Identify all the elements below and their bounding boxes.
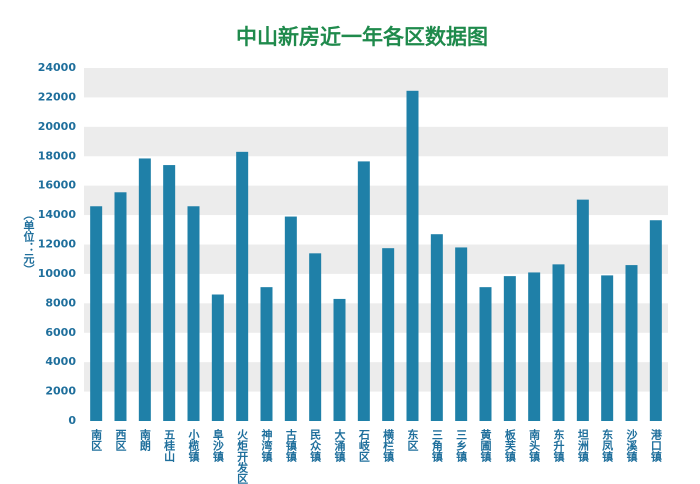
x-tick-label: 板芙镇: [503, 428, 517, 463]
bar: [211, 294, 224, 421]
y-tick-label: 22000: [38, 90, 77, 103]
bar: [503, 276, 516, 421]
bar: [430, 234, 443, 421]
y-tick-label: 20000: [38, 120, 77, 133]
y-tick-label: 12000: [38, 238, 77, 251]
bar: [309, 253, 322, 421]
y-axis-label: （单位：元）: [22, 209, 36, 275]
bar: [260, 287, 273, 421]
x-tick-label: 大涌镇: [333, 428, 346, 463]
x-tick-label: 石岐区: [357, 429, 371, 463]
y-tick-label: 0: [68, 414, 76, 427]
grid-band: [84, 362, 668, 392]
bar: [90, 206, 103, 421]
x-tick-label: 沙溪镇: [625, 429, 638, 463]
y-tick-label: 2000: [45, 385, 76, 398]
y-tick-label: 10000: [38, 267, 77, 280]
bar: [187, 206, 200, 421]
x-tick-label: 东区: [406, 428, 419, 452]
x-tick-label: 黄圃镇: [479, 428, 492, 463]
y-tick-label: 4000: [45, 355, 76, 368]
y-tick-label: 8000: [45, 296, 76, 309]
y-tick-label: 24000: [38, 61, 77, 74]
bar: [455, 247, 468, 421]
grid-band: [84, 303, 668, 333]
x-tick-label: 三乡镇: [455, 429, 468, 463]
grid-band: [84, 185, 668, 216]
bar: [236, 151, 249, 421]
x-tick-label: 坦洲镇: [576, 428, 589, 463]
bar: [406, 90, 419, 422]
bar: [138, 158, 151, 422]
x-tick-label: 火炬开发区: [236, 429, 250, 484]
bar: [552, 264, 565, 421]
bar: [601, 275, 614, 421]
bar: [333, 298, 346, 421]
x-tick-label: 古镇镇: [284, 428, 297, 463]
bar: [357, 161, 370, 421]
bar: [479, 287, 492, 421]
x-tick-label: 南朗: [138, 428, 151, 452]
chart-title: 中山新房近一年各区数据图: [236, 25, 488, 49]
bar: [649, 220, 662, 421]
y-tick-label: 18000: [38, 149, 77, 162]
grid-band: [84, 126, 668, 157]
x-tick-label: 南区: [90, 428, 103, 452]
bar: [576, 199, 589, 421]
x-tick-label: 东升镇: [552, 428, 565, 463]
x-tick-label: 五桂山: [163, 429, 177, 463]
bar: [114, 192, 127, 421]
x-tick-label: 东凤镇: [601, 428, 614, 463]
bar: [382, 248, 395, 421]
bar: [284, 216, 297, 421]
bar: [163, 165, 176, 421]
x-tick-label: 港口镇: [649, 428, 662, 463]
bar: [528, 272, 541, 421]
y-tick-label: 6000: [45, 326, 76, 339]
y-tick-label: 16000: [38, 179, 77, 192]
x-tick-label: 神湾镇: [260, 428, 273, 463]
x-tick-label: 阜沙镇: [211, 428, 224, 463]
grid-band: [84, 68, 668, 98]
x-tick-label: 横栏镇: [382, 428, 395, 463]
x-tick-label: 西区: [114, 429, 127, 452]
x-tick-label: 民众镇: [309, 429, 322, 463]
grid-band: [84, 244, 668, 274]
x-tick-label: 三角镇: [430, 429, 443, 463]
x-tick-label: 南头镇: [528, 428, 541, 463]
bar: [625, 265, 638, 421]
y-tick-label: 14000: [38, 208, 77, 221]
x-tick-label: 小榄镇: [187, 428, 201, 463]
